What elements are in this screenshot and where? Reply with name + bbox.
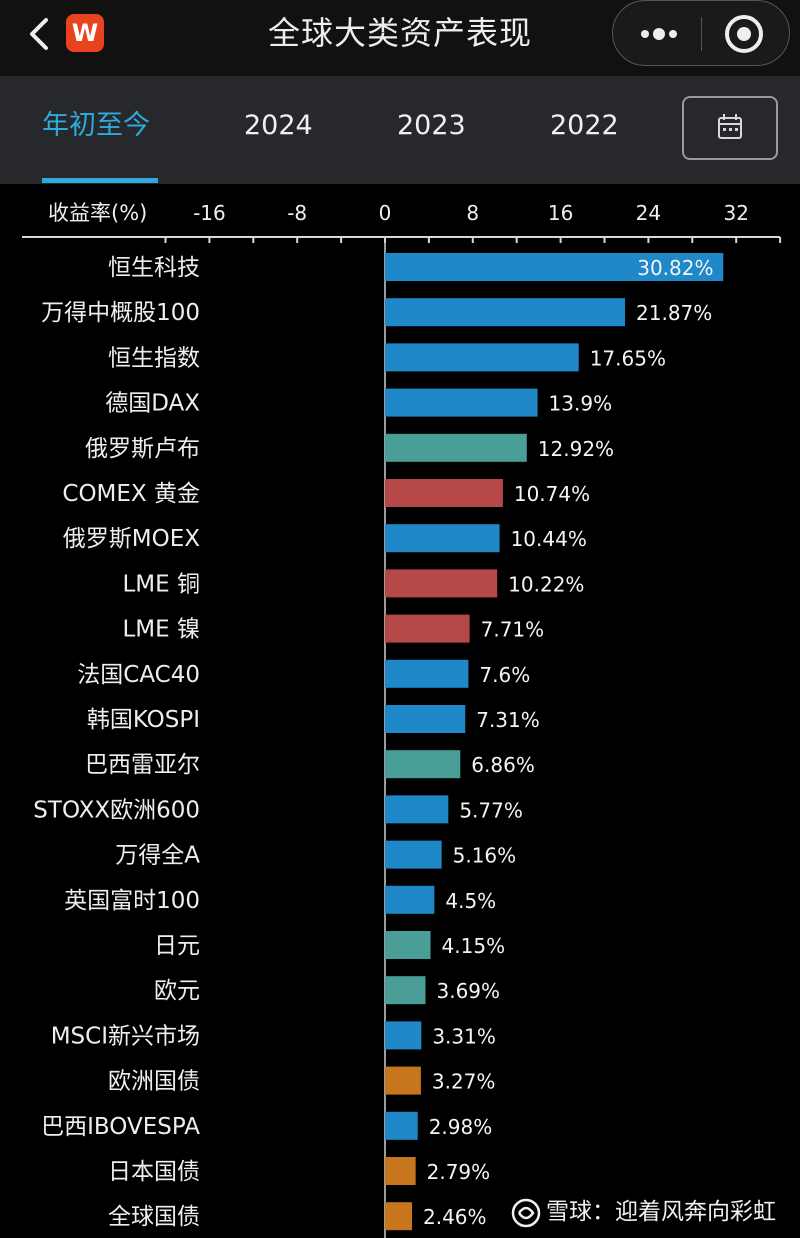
watermark-site: 雪球 — [546, 1199, 592, 1225]
value-label: 10.44% — [511, 527, 587, 551]
watermark: 雪球：迎着风奔向彩虹 — [510, 1192, 790, 1232]
value-label: 7.71% — [481, 618, 545, 642]
value-label: 2.46% — [423, 1205, 487, 1229]
category-label: 欧元 — [154, 978, 200, 1004]
value-label: 5.16% — [453, 844, 517, 868]
value-label: 3.27% — [432, 1070, 496, 1094]
bar — [385, 705, 466, 733]
target-close-icon[interactable] — [721, 11, 767, 57]
mini-program-capsule — [612, 0, 790, 66]
bar — [385, 479, 503, 507]
x-tick-label: -16 — [193, 201, 226, 225]
value-label: 4.15% — [442, 934, 506, 958]
bar — [385, 976, 426, 1005]
active-tab-indicator — [42, 178, 158, 183]
page-title: 全球大类资产表现 — [267, 14, 532, 52]
bar — [385, 659, 469, 688]
category-label: 英国富时100 — [64, 888, 200, 914]
bar — [385, 569, 498, 598]
axis-title: 收益率(%) — [48, 201, 147, 225]
value-label: 6.86% — [471, 753, 535, 777]
bar — [385, 388, 538, 417]
category-label: MSCI新兴市场 — [51, 1023, 200, 1049]
value-label: 17.65% — [590, 346, 666, 370]
value-label: 4.5% — [445, 889, 496, 913]
value-label: 10.74% — [514, 482, 590, 506]
bar — [385, 1202, 412, 1231]
x-tick-label: 8 — [466, 201, 479, 225]
chevron-left-icon[interactable] — [20, 14, 60, 54]
bar — [385, 885, 435, 914]
capsule-divider — [701, 17, 702, 51]
value-label: 10.22% — [508, 572, 584, 596]
category-label: 巴西雷亚尔 — [85, 752, 200, 778]
value-label: 3.69% — [436, 979, 500, 1003]
calendar-icon — [718, 114, 742, 139]
category-label: 日元 — [154, 933, 200, 959]
tab-2024[interactable]: 2024 — [244, 110, 313, 141]
category-label: 欧洲国债 — [108, 1069, 200, 1095]
bar — [385, 750, 461, 779]
value-label: 5.77% — [459, 798, 523, 822]
category-label: LME 镍 — [122, 617, 200, 643]
watermark-author: 迎着风奔向彩虹 — [615, 1199, 776, 1225]
bar — [385, 343, 579, 372]
bar — [385, 298, 626, 327]
category-label: 俄罗斯卢布 — [85, 436, 200, 462]
tab-2022[interactable]: 2022 — [550, 110, 619, 141]
bar — [385, 524, 500, 553]
bar — [385, 840, 442, 869]
bar — [385, 433, 527, 462]
x-tick-label: 16 — [548, 201, 573, 225]
value-label: 13.9% — [549, 392, 613, 416]
watermark-separator: ： — [592, 1199, 615, 1225]
bar — [385, 1157, 416, 1185]
category-label: 万得全A — [115, 843, 200, 869]
x-tick-label: 0 — [379, 201, 392, 225]
category-label: 万得中概股100 — [41, 300, 200, 326]
category-label: 全球国债 — [108, 1204, 200, 1230]
category-label: 恒生指数 — [108, 345, 200, 371]
value-label: 3.31% — [432, 1024, 496, 1048]
x-tick-label: -8 — [287, 201, 307, 225]
year-tabs: 年初至今 2024 2023 2022 — [0, 76, 800, 184]
bar — [385, 253, 724, 281]
bar — [385, 614, 470, 643]
x-tick-label: 32 — [723, 201, 748, 225]
more-dots-icon[interactable] — [631, 19, 687, 49]
category-label: 恒生科技 — [108, 255, 200, 281]
app-logo: W — [66, 14, 104, 52]
bar — [385, 1021, 422, 1050]
tab-ytd[interactable]: 年初至今 — [42, 110, 150, 141]
value-label: 2.98% — [429, 1115, 493, 1139]
category-label: STOXX欧洲600 — [33, 797, 200, 823]
category-label: LME 铜 — [122, 571, 200, 597]
category-label: 法国CAC40 — [77, 662, 200, 688]
category-label: 韩国KOSPI — [87, 707, 200, 733]
snowball-logo-icon — [511, 1198, 541, 1227]
category-label: COMEX 黄金 — [62, 481, 200, 507]
bar — [385, 1066, 421, 1095]
category-label: 俄罗斯MOEX — [63, 526, 200, 552]
value-label: 7.31% — [476, 708, 540, 732]
bar — [385, 795, 449, 824]
value-label: 30.82% — [637, 256, 713, 280]
bars: 恒生科技 30.82% 万得中概股100 21.87% 恒生指数 17.65% 德国DAX 1… — [33, 253, 724, 1231]
returns-bar-chart: 收益率(%) -16 -8 0 8 16 24 32 恒生科技 30.82% 万得中概股100 2… — [22, 201, 782, 1238]
bar — [385, 1111, 418, 1140]
top-bar: W 全球大类资产表现 — [0, 0, 800, 76]
category-label: 日本国债 — [108, 1159, 200, 1185]
value-label: 21.87% — [636, 301, 712, 325]
value-label: 2.79% — [427, 1160, 491, 1184]
calendar-button[interactable] — [682, 96, 778, 160]
value-label: 7.6% — [479, 663, 530, 687]
x-tick-label: 24 — [636, 201, 661, 225]
value-label: 12.92% — [538, 437, 614, 461]
tab-2023[interactable]: 2023 — [397, 110, 466, 141]
category-label: 巴西IBOVESPA — [41, 1114, 200, 1140]
category-label: 德国DAX — [105, 391, 200, 417]
bar — [385, 931, 431, 959]
